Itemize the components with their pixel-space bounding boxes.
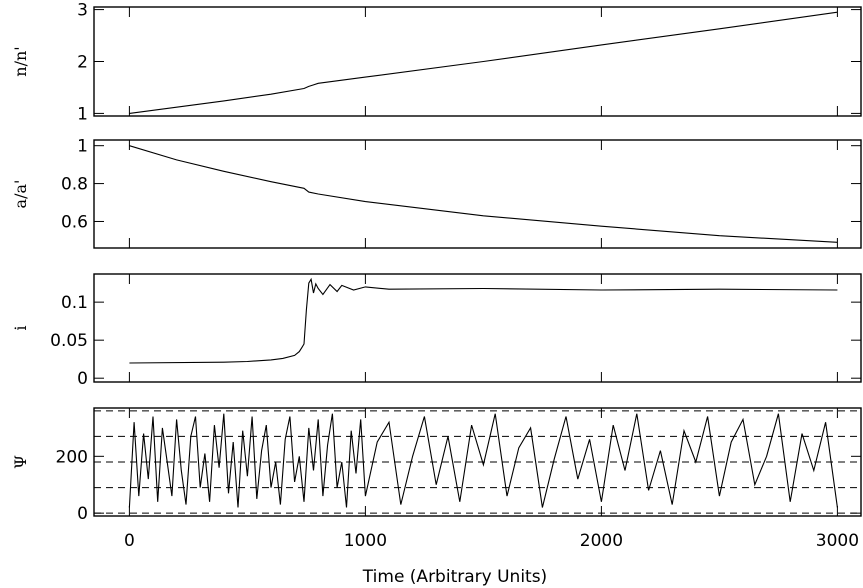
y-tick-label: 0 bbox=[77, 369, 88, 389]
x-axis-label: Time (Arbitrary Units) bbox=[362, 567, 547, 587]
y-axis-label: i bbox=[11, 325, 30, 330]
y-tick-label: 0.1 bbox=[61, 293, 88, 313]
panels: 1 2 3 n/n' 0.6 0.8 1 a/a' 0 0.05 0.1 i 0 200 Ψ bbox=[11, 1, 862, 524]
y-tick-label: 0.05 bbox=[50, 331, 88, 351]
panel-2: 0.6 0.8 1 a/a' bbox=[11, 137, 862, 249]
y-tick-label: 3 bbox=[77, 1, 88, 21]
series-line-0 bbox=[129, 277, 838, 364]
series-line-0 bbox=[129, 11, 838, 114]
panel-3: 0 0.05 0.1 i bbox=[11, 273, 862, 389]
panel-1: 1 2 3 n/n' bbox=[11, 1, 862, 124]
y-axis-label: a/a' bbox=[11, 180, 30, 209]
x-tick-label: 3000 bbox=[816, 531, 859, 551]
y-tick-label: 0.6 bbox=[61, 212, 88, 232]
y-tick-label: 200 bbox=[56, 447, 88, 467]
y-tick-label: 0.8 bbox=[61, 175, 88, 195]
y-axis-label: n/n' bbox=[11, 46, 30, 76]
x-tick-label: 1000 bbox=[344, 531, 387, 551]
panel-4: 0 200 Ψ bbox=[11, 407, 862, 524]
y-axis-label: Ψ bbox=[11, 455, 30, 469]
y-tick-label: 0 bbox=[77, 504, 88, 524]
x-tick-label: 2000 bbox=[580, 531, 623, 551]
plot-frame bbox=[93, 6, 862, 117]
y-tick-label: 1 bbox=[77, 104, 88, 124]
series-line-0 bbox=[128, 413, 838, 508]
x-axis: 0 1000 2000 3000 bbox=[124, 531, 859, 551]
y-tick-label: 2 bbox=[77, 53, 88, 73]
plot-frame bbox=[93, 139, 862, 249]
plot-frame bbox=[93, 273, 862, 383]
x-tick-label: 0 bbox=[124, 531, 135, 551]
y-tick-label: 1 bbox=[77, 137, 88, 157]
plot-frame bbox=[93, 407, 862, 517]
series-line-0 bbox=[129, 145, 838, 243]
